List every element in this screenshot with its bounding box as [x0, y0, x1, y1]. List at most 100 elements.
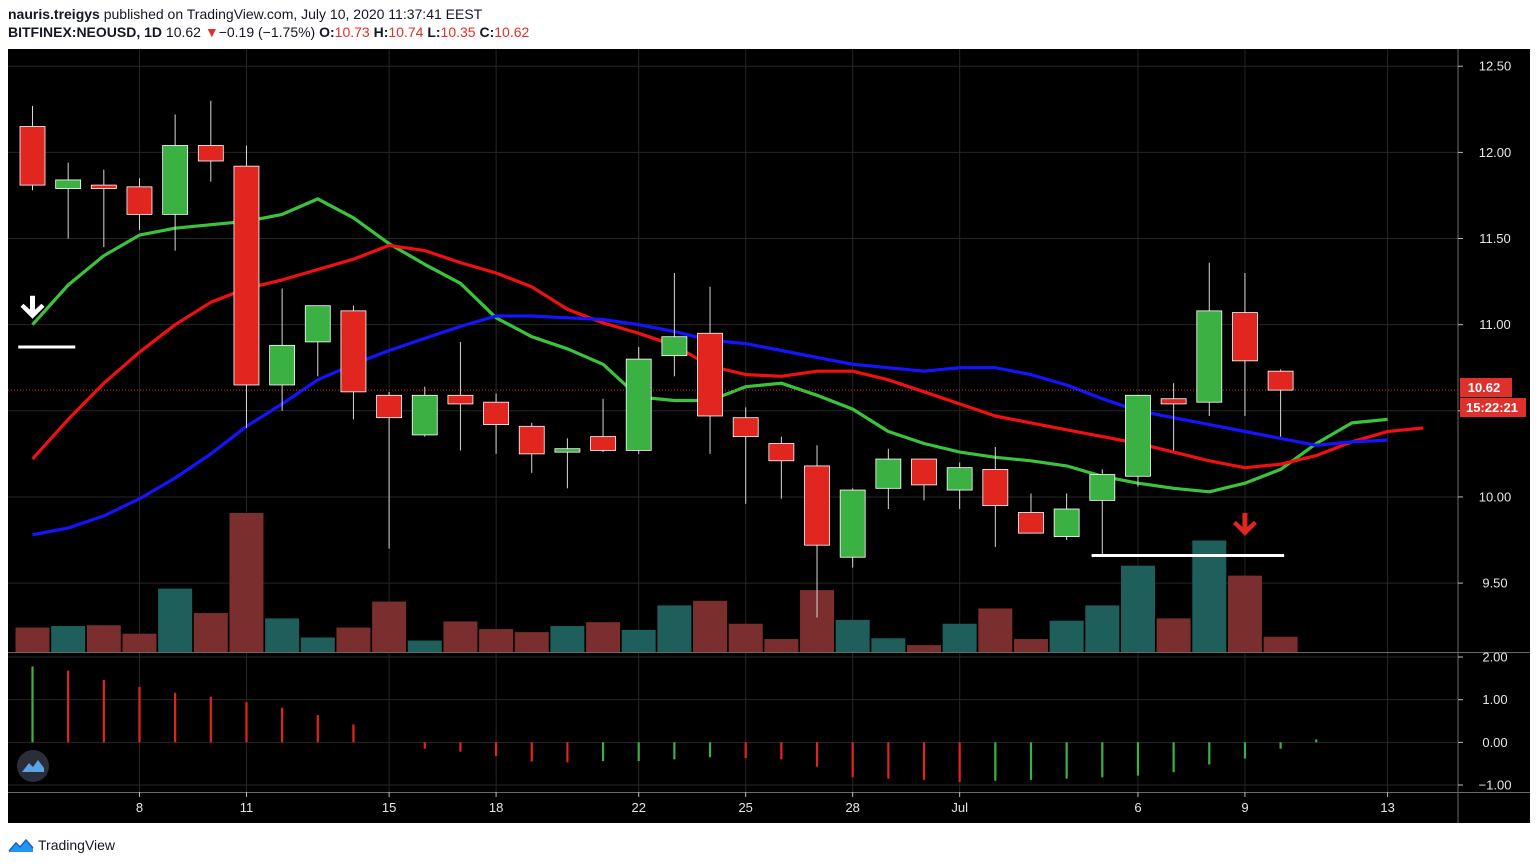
oscillator-tick-label: −1.00 — [1479, 778, 1512, 793]
candle-body — [1125, 394, 1151, 477]
candle — [233, 145, 260, 429]
candle-body — [1018, 512, 1044, 534]
candle — [162, 114, 189, 251]
candle — [1196, 262, 1223, 416]
candle-body — [911, 458, 937, 486]
candle — [768, 436, 795, 499]
open-value: 10.73 — [334, 24, 370, 40]
candle — [19, 105, 46, 191]
time-tick-label: 8 — [136, 800, 143, 815]
candle-body — [661, 336, 688, 357]
volume-bar — [978, 608, 1013, 652]
annotations — [18, 295, 1285, 558]
volume-bar — [336, 627, 371, 652]
candle-body — [554, 448, 581, 453]
last-price-badge — [1460, 378, 1512, 397]
time-tick-label: 25 — [738, 800, 752, 815]
volume-bar — [407, 640, 442, 652]
volume-bar — [1227, 575, 1262, 652]
time-tick-label: 9 — [1241, 800, 1248, 815]
volume-bar — [15, 627, 50, 652]
time-tick-label: 15 — [382, 800, 396, 815]
candle-body — [875, 458, 902, 489]
candle-body — [1053, 508, 1080, 537]
candle — [1160, 383, 1187, 451]
candle — [911, 458, 937, 501]
candle-body — [162, 145, 189, 215]
candle — [1267, 369, 1294, 437]
change-value: −0.19 (−1.75%) — [218, 24, 316, 40]
candle-body — [768, 443, 795, 462]
volume-bar — [479, 629, 514, 652]
volume-bar — [1156, 618, 1191, 652]
candle-body — [376, 394, 403, 419]
candle-body — [625, 358, 652, 451]
last-price: 10.62 — [165, 24, 201, 40]
last-price-badge-text: 10.62 — [1468, 380, 1501, 395]
moving-average-line — [31, 243, 1424, 470]
candle — [1053, 493, 1080, 541]
candle — [839, 488, 866, 568]
candle-body — [982, 468, 1009, 506]
time-tick-label: 11 — [240, 800, 254, 815]
close-value: 10.62 — [494, 24, 530, 40]
volume-bar — [1085, 605, 1120, 652]
candle — [875, 448, 902, 510]
volume-bar — [193, 613, 228, 652]
candle-body — [90, 184, 117, 189]
footer-brand[interactable]: TradingView — [38, 837, 116, 853]
candle — [304, 305, 331, 377]
volume-bar — [122, 633, 157, 652]
volume-bar — [1049, 620, 1084, 652]
candle — [804, 445, 830, 618]
candle-body — [269, 344, 296, 386]
volume-bar — [657, 605, 692, 652]
price-tick-label: 11.00 — [1479, 317, 1511, 332]
high-label: H: — [373, 24, 389, 40]
tradingview-watermark-icon — [17, 750, 49, 782]
volume-bar — [51, 626, 86, 652]
price-tick-label: 9.50 — [1482, 576, 1507, 591]
candle — [197, 100, 224, 182]
tradingview-logo-icon[interactable] — [8, 836, 34, 854]
candle-body — [340, 310, 367, 393]
candle-body — [126, 186, 153, 215]
volume-bar — [229, 512, 264, 652]
price-tick-label: 12.50 — [1479, 59, 1512, 74]
oscillator-tick-label: 1.00 — [1482, 692, 1507, 707]
price-tick-label: 10.00 — [1479, 489, 1512, 504]
price-tick-label: 12.00 — [1479, 145, 1512, 160]
candle-body — [839, 489, 866, 558]
candle — [55, 162, 82, 239]
candle-body — [233, 165, 260, 386]
footer: TradingView — [8, 833, 115, 857]
candle-body — [19, 126, 46, 186]
open-label: O: — [319, 24, 335, 40]
oscillator-tick-label: 0.00 — [1482, 735, 1507, 750]
candle-body — [732, 417, 759, 438]
candle — [518, 422, 545, 473]
candle-body — [804, 465, 830, 546]
candle-body — [411, 394, 438, 436]
volume-bar — [621, 629, 656, 652]
candle-body — [518, 425, 545, 455]
candle — [90, 169, 117, 248]
oscillator-tick-label: 2.00 — [1482, 650, 1507, 665]
volume-bar — [764, 639, 799, 652]
volume-bar — [693, 600, 728, 652]
oscillator-pane: 2.00 1.00 0.00 −1.00 — [8, 650, 1511, 793]
volume-bar — [514, 632, 549, 652]
countdown-badge — [1460, 398, 1526, 417]
low-value: 10.35 — [440, 24, 476, 40]
author-name[interactable]: nauris.treigys — [8, 6, 100, 22]
volume-bar — [586, 622, 621, 652]
candle-body — [483, 401, 509, 425]
volume-bar — [300, 637, 335, 652]
candle — [483, 393, 509, 454]
candle — [126, 178, 153, 230]
candle-body — [1089, 474, 1116, 501]
candle-body — [590, 436, 616, 451]
candle-body — [1232, 312, 1258, 362]
countdown-badge-text: 15:22:21 — [1466, 400, 1518, 415]
